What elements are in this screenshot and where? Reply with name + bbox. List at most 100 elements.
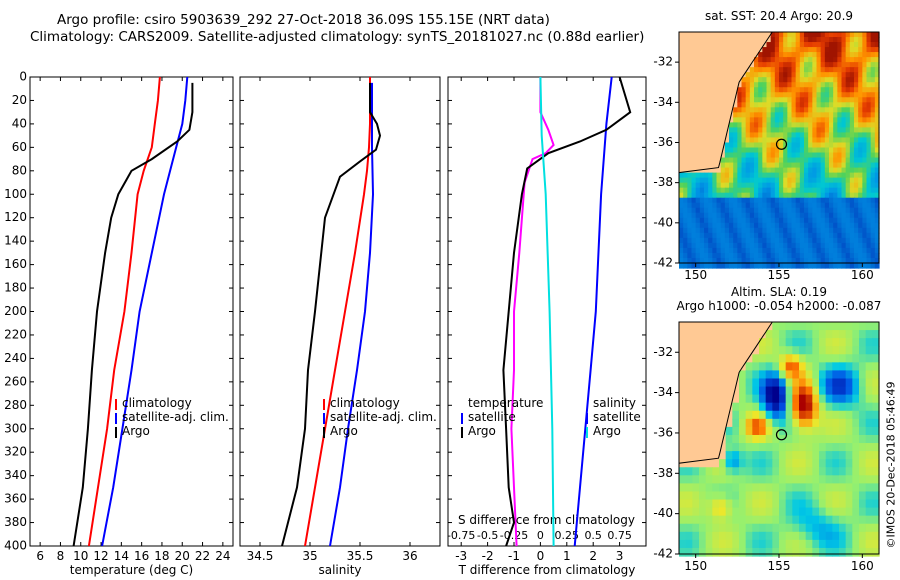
- sla-cell: [812, 459, 820, 468]
- sla-cell: [859, 434, 867, 444]
- sst-cell: [866, 162, 872, 169]
- sst-cell: [812, 57, 818, 63]
- sst-cell: [699, 252, 705, 259]
- sst-cell: [704, 202, 709, 209]
- sst-cell: [862, 107, 868, 113]
- sst-cell: [779, 87, 784, 93]
- salinity-x-axis-label: salinity: [318, 563, 361, 577]
- sst-cell: [841, 132, 847, 139]
- sst-cell: [820, 77, 826, 83]
- sst-cell: [716, 177, 722, 184]
- sst-cell: [691, 202, 697, 209]
- sst-cell: [841, 87, 847, 93]
- salinity-legend-label: satellite-adj. clim.: [330, 410, 437, 424]
- sst-cell: [699, 197, 705, 204]
- sst-cell: [816, 97, 822, 103]
- sst-cell: [824, 112, 830, 118]
- sst-cell: [745, 192, 751, 199]
- sst-cell: [766, 207, 772, 214]
- sst-cell: [774, 232, 780, 239]
- sst-cell: [716, 202, 722, 209]
- sla-cell: [765, 499, 773, 509]
- sla-cell: [799, 394, 807, 404]
- sst-cell: [866, 257, 872, 264]
- sst-cell: [766, 62, 772, 68]
- sst-cell: [820, 122, 826, 129]
- sla-cell: [865, 426, 873, 436]
- sst-cell: [791, 107, 797, 113]
- sla-cell: [839, 523, 847, 533]
- sla-cell: [832, 370, 840, 380]
- sst-cell: [870, 172, 876, 179]
- temperature-x-tick-label: 24: [215, 549, 230, 563]
- sla-cell: [859, 402, 867, 412]
- sst-cell: [862, 132, 868, 139]
- sst-cell: [783, 37, 788, 43]
- sst-cell: [874, 92, 880, 98]
- sst-cell: [749, 127, 755, 134]
- sla-cell: [725, 434, 733, 444]
- sla-cell: [759, 410, 767, 420]
- sst-cell: [808, 232, 813, 239]
- sst-cell: [799, 92, 805, 98]
- sst-cell: [874, 127, 880, 134]
- sla-cell: [805, 531, 813, 541]
- sst-cell: [799, 157, 805, 164]
- sst-cell: [733, 202, 738, 209]
- sst-cell: [720, 217, 726, 224]
- sst-cell: [779, 62, 784, 68]
- sst-cell: [795, 77, 801, 83]
- sst-cell: [779, 212, 784, 219]
- sla-title: Altim. SLA: 0.19: [731, 285, 827, 299]
- sst-cell: [829, 62, 834, 68]
- sla-cell: [792, 451, 800, 460]
- sla-cell: [739, 515, 747, 525]
- sla-cell: [819, 426, 827, 436]
- sst-cell: [766, 172, 772, 179]
- sst-cell: [804, 72, 809, 78]
- sst-cell: [783, 227, 788, 234]
- sla-cell: [872, 451, 880, 460]
- sst-lat-label: -32: [653, 55, 673, 69]
- sla-cell: [685, 515, 693, 525]
- sst-cell: [749, 192, 755, 199]
- sst-cell: [683, 207, 688, 214]
- sla-cell: [725, 507, 733, 517]
- sla-cell: [739, 531, 747, 541]
- sst-cell: [862, 67, 868, 73]
- sst-cell: [737, 127, 743, 134]
- sst-cell: [699, 232, 705, 239]
- sst-cell: [749, 222, 755, 229]
- sst-cell: [745, 252, 751, 259]
- sst-cell: [770, 182, 776, 189]
- sst-cell: [866, 82, 872, 88]
- sst-cell: [866, 97, 872, 103]
- sst-cell: [791, 157, 797, 164]
- sst-cell: [795, 72, 801, 78]
- sla-cell: [805, 362, 813, 372]
- sst-cell: [783, 162, 788, 169]
- sla-cell: [712, 507, 720, 517]
- sst-cell: [799, 107, 805, 113]
- sst-cell: [762, 67, 768, 73]
- sst-cell: [720, 157, 726, 164]
- sst-cell: [866, 252, 872, 259]
- sst-cell: [683, 257, 688, 264]
- sla-cell: [732, 402, 740, 412]
- sst-cell: [841, 47, 847, 53]
- sst-cell: [858, 112, 863, 118]
- sla-cell: [832, 386, 840, 396]
- sst-cell: [799, 192, 805, 199]
- sla-cell: [872, 515, 880, 525]
- sst-cell: [833, 87, 838, 93]
- sla-cell: [739, 539, 747, 549]
- sst-cell: [812, 212, 818, 219]
- sst-cell: [737, 157, 743, 164]
- sst-cell: [866, 37, 872, 43]
- sst-cell: [708, 232, 713, 239]
- sst-cell: [791, 257, 797, 264]
- sst-cell: [795, 137, 801, 144]
- sst-cell: [741, 127, 747, 134]
- sst-cell: [754, 242, 759, 249]
- sst-cell: [841, 92, 847, 98]
